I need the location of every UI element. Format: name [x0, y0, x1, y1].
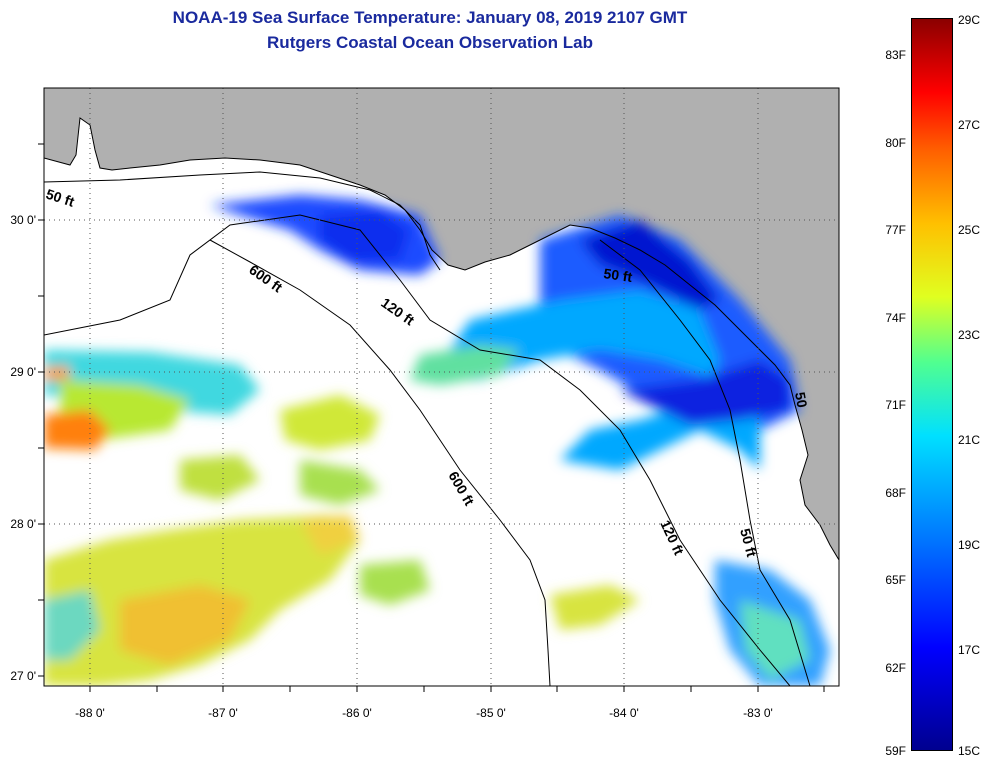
map-border: [43, 87, 840, 687]
sst-field: [44, 195, 830, 686]
contour-600ft: [209, 239, 551, 686]
lon-label: -88 0': [75, 706, 105, 720]
colorbar-label-c: 15C: [958, 744, 981, 758]
contour-50ft-east: [599, 239, 811, 686]
colorbar-label-f: 62F: [885, 661, 906, 675]
lat-label: 29 0': [10, 365, 36, 379]
colorbar-label-f: 68F: [885, 486, 906, 500]
lat-label: 27 0': [10, 669, 36, 683]
contour-50ft: [44, 171, 441, 271]
colorbar-label-c: 25C: [958, 223, 981, 237]
map-subtitle: Rutgers Coastal Ocean Observation Lab: [267, 33, 593, 52]
colorbar-label-c: 21C: [958, 433, 981, 447]
colorbar-label-c: 29C: [958, 13, 981, 27]
lon-label: -86 0': [342, 706, 372, 720]
contour-label: 50: [792, 391, 810, 409]
lon-label: -84 0': [609, 706, 639, 720]
colorbar-label-f: 65F: [885, 573, 906, 587]
coastline: [44, 117, 839, 561]
colorbar-label-c: 19C: [958, 538, 981, 552]
contour-label: 50 ft: [603, 265, 634, 285]
map-title: NOAA-19 Sea Surface Temperature: January…: [172, 8, 688, 27]
contour-120ft: [44, 214, 791, 686]
lat-label: 30 0': [10, 213, 36, 227]
colorbar-label-f: 59F: [885, 744, 906, 758]
colorbar-label-f: 83F: [885, 48, 906, 62]
colorbar-label-f: 77F: [885, 223, 906, 237]
colorbar-label-f: 74F: [885, 311, 906, 325]
map-frame: 50 ft 600 ft 120 ft 50 ft 600 ft 120 ft …: [44, 88, 839, 686]
lon-label: -83 0': [743, 706, 773, 720]
depth-contours: [44, 171, 811, 686]
colorbar-label-c: 17C: [958, 643, 981, 657]
lon-label: -85 0': [476, 706, 506, 720]
colorbar-label-f: 71F: [885, 398, 906, 412]
colorbar-label-c: 27C: [958, 118, 981, 132]
lat-label: 28 0': [10, 517, 36, 531]
colorbar-label-c: 23C: [958, 328, 981, 342]
land-mass: [44, 88, 839, 560]
contour-label: 50 ft: [737, 527, 760, 559]
colorbar-label-f: 80F: [885, 136, 906, 150]
axis-ticks: [38, 143, 825, 692]
temperature-colorbar: [911, 18, 953, 751]
lon-label: -87 0': [208, 706, 238, 720]
